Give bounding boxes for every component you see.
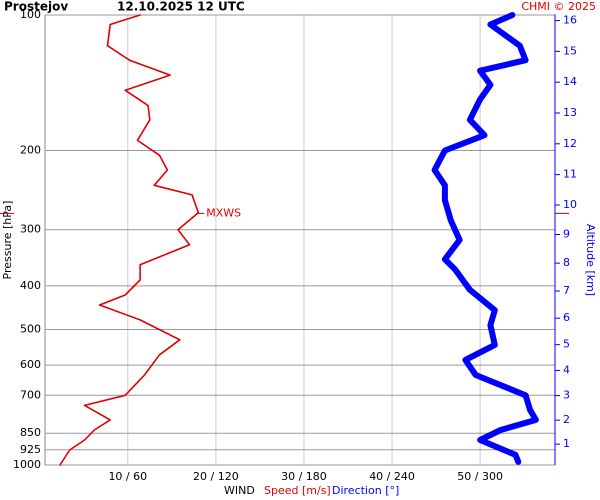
annotation-label: MXWS — [206, 206, 241, 219]
y2-tick-label: 2 — [563, 413, 570, 426]
x-tick-label: 10 / 60 — [108, 470, 147, 483]
y-tick-label: 300 — [20, 223, 41, 236]
y2-tick-label: 14 — [563, 75, 577, 88]
x-tick-label: 50 / 300 — [457, 470, 503, 483]
x-tick-label: 40 / 240 — [369, 470, 415, 483]
y2-tick-label: 5 — [563, 338, 570, 351]
series-line — [431, 12, 539, 465]
y2-tick-label: 7 — [563, 284, 570, 297]
y2-tick-label: 13 — [563, 106, 577, 119]
y2-tick-label: 1 — [563, 437, 570, 450]
legend-entry: Direction [°] — [332, 484, 399, 497]
plot-frame — [44, 14, 556, 466]
y-tick-label: 500 — [20, 323, 41, 336]
y2-axis-label: Altitude [km] — [584, 224, 597, 296]
y-axis-label: Pressure [hPa] — [1, 201, 14, 280]
y2-tick-label: 15 — [563, 44, 577, 57]
credit: CHMI © 2025 — [521, 0, 596, 13]
y2-tick-label: 6 — [563, 311, 570, 324]
y-tick-label: 700 — [20, 388, 41, 401]
y2-tick-label: 9 — [563, 227, 570, 240]
y2-tick-label: 10 — [563, 198, 577, 211]
x-tick-label: 20 / 120 — [193, 470, 239, 483]
x-tick-label: 30 / 180 — [281, 470, 327, 483]
y2-tick-label: 3 — [563, 389, 570, 402]
x-axis-label: WIND — [224, 484, 255, 497]
y2-tick-label: 4 — [563, 363, 570, 376]
y-tick-label: 925 — [20, 443, 41, 456]
y-tick-label: 1000 — [13, 458, 41, 471]
y-tick-label: 400 — [20, 279, 41, 292]
y2-tick-label: 16 — [563, 14, 577, 27]
y2-tick-label: 12 — [563, 137, 577, 150]
y2-tick-label: 11 — [563, 168, 577, 181]
chart-subtitle: 12.10.2025 12 UTC — [117, 0, 245, 14]
chart-title: Prostejov — [4, 0, 68, 14]
y-tick-label: 600 — [20, 358, 41, 371]
y-tick-label: 850 — [20, 426, 41, 439]
y2-tick-label: 8 — [563, 256, 570, 269]
legend-entry: Speed [m/s] — [264, 484, 331, 497]
series-line — [59, 14, 200, 466]
y-tick-label: 200 — [20, 143, 41, 156]
y-tick-label: 100 — [20, 8, 41, 21]
